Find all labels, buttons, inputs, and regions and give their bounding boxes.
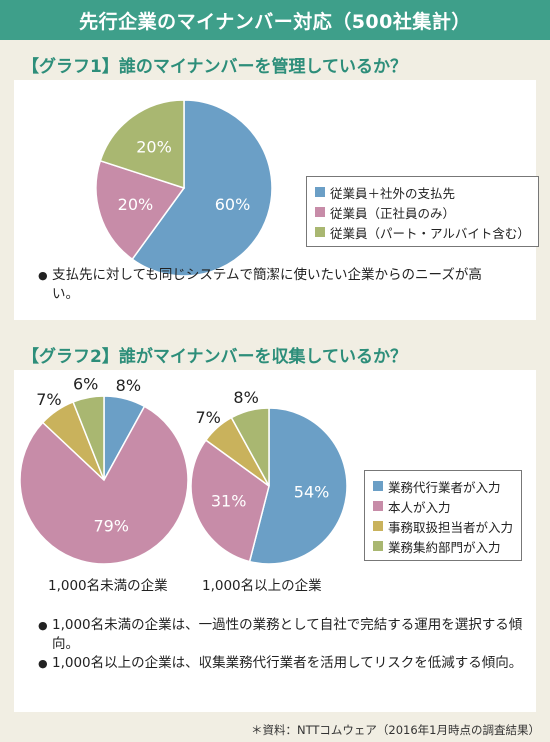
slice-value-label: 6% [73,375,98,394]
source-note: ＊資料：NTTコムウェア（2016年1月時点の調査結果） [250,723,540,737]
slice-value-label: 54% [294,482,330,501]
note-item: ● 1,000名未満の企業は、一過性の業務として自社で完結する運用を選択する傾向… [38,616,524,654]
bullet-icon: ● [38,657,48,670]
legend-label: 従業員（パート・アルバイト含む） [330,225,530,241]
pie-slice [72,395,105,481]
slice-value-label: 20% [136,138,172,157]
slice-value-label: 8% [233,388,258,407]
legend-swatch-pink [315,207,325,217]
legend-swatch-blue [373,481,383,491]
graph1-title: 【グラフ1】誰のマイナンバーを管理しているか？ [22,57,407,77]
note-text: 支払先に対しても同じシステムで簡潔に使いたい企業からのニーズが高い。 [52,267,482,302]
legend-item: 事務取扱担当者が入力 [373,516,513,536]
legend-swatch-pink [373,501,383,511]
slice-value-label: 7% [36,390,61,409]
legend-item: 本人が入力 [373,496,513,516]
slice-value-label: 20% [118,195,154,214]
legend-label: 事務取扱担当者が入力 [388,519,514,535]
legend-label: 業務集約部門が入力 [388,539,501,555]
note-item: ● 支払先に対しても同じシステムで簡潔に使いたい企業からのニーズが高い。 [38,266,508,304]
legend-swatch-green [373,541,383,551]
graph2-legend: 業務代行業者が入力 本人が入力 事務取扱担当者が入力 業務集約部門が入力 [364,470,523,561]
page-title: 先行企業のマイナンバー対応（500社集計） [0,0,550,40]
graph1-notes: ● 支払先に対しても同じシステムで簡潔に使いたい企業からのニーズが高い。 [38,266,508,304]
pie-caption-right: 1,000名以上の企業 [202,578,322,594]
graph2-notes: ● 1,000名未満の企業は、一過性の業務として自社で完結する運用を選択する傾向… [38,616,524,673]
slice-value-label: 60% [215,195,251,214]
pie-slice [230,407,270,487]
pie-slice [248,407,348,565]
pie-slice [190,439,270,563]
pie-slice [99,99,185,190]
slice-value-label: 7% [195,408,220,427]
pie-caption-left: 1,000名未満の企業 [48,578,168,594]
legend-label: 従業員（正社員のみ） [330,205,456,221]
legend-item: 業務集約部門が入力 [373,536,513,556]
legend-item: 従業員＋社外の支払先 [315,182,530,202]
graph1-pie-chart: 60% 20% 20% [95,99,273,277]
note-text: 1,000名未満の企業は、一過性の業務として自社で完結する運用を選択する傾向。 [52,617,523,652]
pie-slice [95,159,186,261]
graph2-card: 8% 79% 7% 6% 54% 31% 7% 8% 業務代行業者が入力 本人が入力 事務取扱… [14,370,536,712]
note-item: ● 1,000名以上の企業は、収集業務代行業者を活用してリスクを低減する傾向。 [38,654,524,673]
legend-swatch-blue [315,187,325,197]
slice-value-label: 31% [211,492,247,511]
bullet-icon: ● [38,269,48,282]
legend-label: 従業員＋社外の支払先 [330,185,456,201]
slice-value-label: 8% [116,376,141,395]
legend-item: 従業員（正社員のみ） [315,202,530,222]
note-text: 1,000名以上の企業は、収集業務代行業者を活用してリスクを低減する傾向。 [52,655,523,671]
graph1-legend: 従業員＋社外の支払先 従業員（正社員のみ） 従業員（パート・アルバイト含む） [306,176,539,247]
legend-swatch-yellow [373,521,383,531]
graph2-title: 【グラフ2】誰がマイナンバーを収集しているか？ [22,347,407,367]
legend-label: 本人が入力 [388,499,451,515]
legend-swatch-green [315,227,325,237]
legend-item: 業務代行業者が入力 [373,476,513,496]
pie-slice [131,99,273,277]
bullet-icon: ● [38,619,48,632]
legend-label: 業務代行業者が入力 [388,479,501,495]
graph1-card: 60% 20% 20% 従業員＋社外の支払先 従業員（正社員のみ） 従業員（パート・… [14,80,539,320]
pie-slice [19,405,189,565]
legend-item: 従業員（パート・アルバイト含む） [315,222,530,242]
slice-value-label: 79% [93,517,129,536]
graph2-pie-charts: 8% 79% 7% 6% 54% 31% 7% 8% [19,375,348,565]
